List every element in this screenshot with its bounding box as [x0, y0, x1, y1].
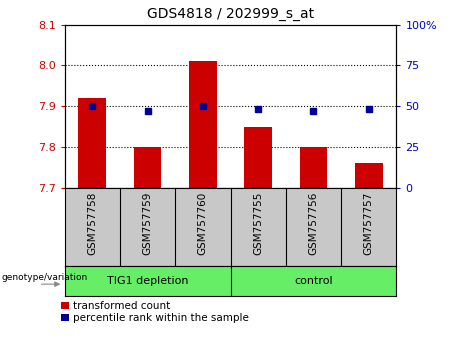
Bar	[134, 147, 161, 188]
Text: GSM757760: GSM757760	[198, 192, 208, 255]
Text: GSM757757: GSM757757	[364, 192, 374, 255]
Text: GSM757759: GSM757759	[142, 192, 153, 255]
Bar	[355, 163, 383, 188]
Title: GDS4818 / 202999_s_at: GDS4818 / 202999_s_at	[147, 7, 314, 21]
Bar	[78, 98, 106, 188]
Text: control: control	[294, 275, 333, 286]
Text: GSM757758: GSM757758	[87, 192, 97, 255]
Text: TIG1 depletion: TIG1 depletion	[107, 275, 188, 286]
Bar	[300, 147, 327, 188]
Text: genotype/variation: genotype/variation	[1, 273, 88, 282]
Text: GSM757755: GSM757755	[253, 192, 263, 255]
Bar	[189, 61, 217, 188]
Legend: transformed count, percentile rank within the sample: transformed count, percentile rank withi…	[60, 301, 249, 324]
Bar	[244, 127, 272, 188]
Text: GSM757756: GSM757756	[308, 192, 319, 255]
